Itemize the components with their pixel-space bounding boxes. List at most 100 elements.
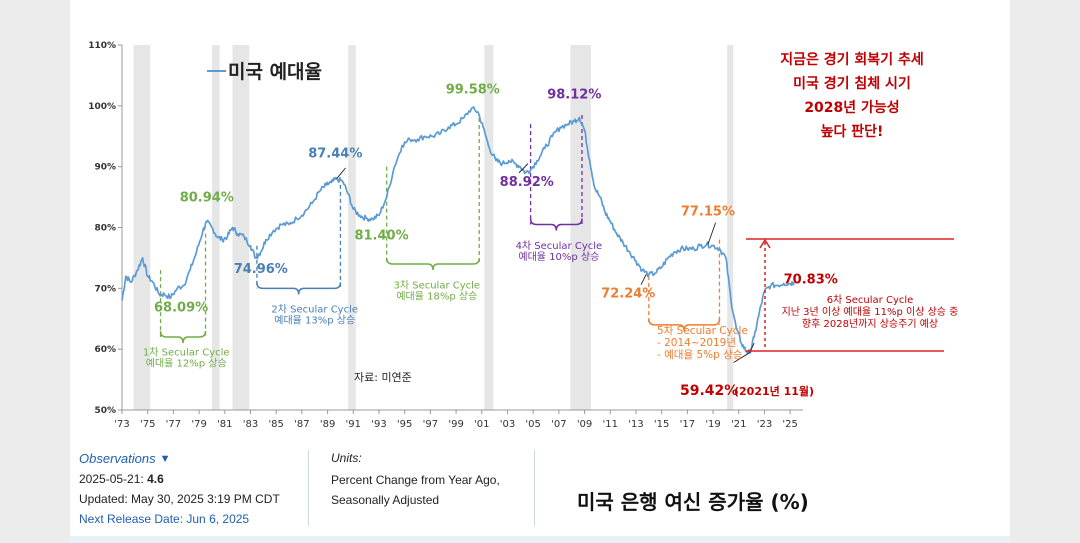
- right-margin: [1010, 0, 1080, 543]
- footer-title: 미국 은행 여신 증가율 (%): [577, 490, 809, 514]
- x-tick-label: '87: [294, 419, 309, 430]
- source-note: 자료: 미연준: [354, 371, 412, 384]
- x-axis-ticks: '73 '75 '77 '79 '81 '83 '85 '87 '89 '91 '93 '95 '97 '…: [114, 410, 798, 430]
- units-title: Units:: [331, 451, 362, 465]
- x-tick-label: '19: [705, 419, 720, 430]
- value-label: 70.83%: [784, 272, 838, 287]
- y-tick-label: 50%: [94, 406, 116, 416]
- y-tick-label: 70%: [94, 284, 116, 294]
- x-tick-label: '97: [423, 419, 438, 430]
- value-label: 77.15%: [681, 204, 735, 219]
- legend: 미국 예대율: [207, 61, 322, 83]
- legend-label: 미국 예대율: [228, 61, 322, 83]
- cycle-guides: [159, 114, 721, 344]
- x-tick-label: '13: [628, 419, 643, 430]
- observations-title[interactable]: Observations: [79, 451, 156, 466]
- y-tick-label: 80%: [94, 224, 116, 234]
- recession-band: [484, 45, 494, 410]
- x-tick-label: '25: [782, 419, 797, 430]
- y-axis-ticks: 50% 60% 70% 80% 90% 100% 110%: [88, 41, 122, 416]
- forecast-note-line-2: 미국 경기 침체 시기: [793, 75, 911, 92]
- recession-band: [211, 45, 220, 410]
- observation-value: 4.6: [147, 472, 164, 486]
- cycle-brace: [385, 257, 480, 271]
- units-section: Units: Percent Change from Year Ago, Sea…: [331, 451, 500, 507]
- recession-bands: [133, 45, 734, 410]
- value-annotations: 80.94% 68.09% 74.96% 87.44% 81.40% 99.58% 88.9…: [143, 83, 838, 370]
- forecast-note-line-3: 2028년 가능성: [804, 100, 899, 116]
- cycle-6-line-2: 향후 2028년까지 상승주기 예상: [802, 318, 938, 330]
- annotation-connector: [733, 352, 750, 363]
- cycle-desc: 예대율 18%p 상승: [396, 290, 477, 302]
- forecast-note: 지금은 경기 회복기 추세 미국 경기 침체 시기 2028년 가능성 높다 판…: [780, 51, 923, 140]
- cycle-6-arrow-head: [759, 238, 771, 249]
- value-label: 99.58%: [446, 83, 500, 98]
- annotation-connector: [336, 167, 346, 180]
- cycle-6-bracket: [746, 238, 954, 352]
- chevron-down-icon[interactable]: ▼: [159, 452, 171, 465]
- left-margin: [0, 0, 70, 543]
- cycle-desc: 예대율 12%p 상승: [146, 357, 227, 369]
- value-label: 87.44%: [308, 147, 362, 162]
- value-label: 81.40%: [354, 229, 408, 244]
- cycle-desc: 예대율 10%p 상승: [518, 251, 599, 263]
- recession-band: [348, 45, 356, 410]
- cycle-name: 2차 Secular Cycle: [271, 304, 358, 316]
- x-tick-label: '77: [166, 419, 181, 430]
- cycle-5-label: 5차 Secular Cycle - 2014~2019년 - 예대율 5%p …: [657, 325, 748, 361]
- value-label: 68.09%: [154, 300, 208, 315]
- cycle-6-name: 6차 Secular Cycle: [827, 294, 914, 306]
- cycle-6-label: 6차 Secular Cycle 지난 3년 이상 예대율 11%p 이상 상승…: [782, 294, 959, 330]
- units-line-1: Percent Change from Year Ago,: [331, 473, 500, 487]
- updated-text: Updated: May 30, 2025 3:19 PM CDT: [79, 492, 280, 506]
- x-tick-label: '09: [577, 419, 592, 430]
- value-label: 72.24%: [601, 286, 655, 301]
- annotation-connector: [707, 222, 717, 245]
- cycle-5-line-1: - 2014~2019년: [657, 337, 736, 349]
- x-tick-label: '07: [551, 419, 566, 430]
- chart-card: [70, 0, 1010, 543]
- recession-band: [133, 45, 151, 410]
- y-tick-label: 100%: [88, 102, 116, 112]
- recession-band: [232, 45, 250, 410]
- units-line-2: Seasonally Adjusted: [331, 493, 440, 507]
- cycle-desc: 예대율 13%p 상승: [274, 315, 355, 327]
- cycle-6-line-1: 지난 3년 이상 예대율 11%p 이상 상승 중: [782, 306, 959, 318]
- next-release-link[interactable]: Next Release Date: Jun 6, 2025: [79, 512, 250, 526]
- value-label: 88.92%: [500, 175, 554, 190]
- value-label: 80.94%: [180, 190, 234, 205]
- x-tick-label: '23: [757, 419, 772, 430]
- x-tick-label: '17: [680, 419, 695, 430]
- forecast-note-line-1: 지금은 경기 회복기 추세: [780, 51, 923, 68]
- cycle-brace: [159, 330, 207, 344]
- low-value-label: 59.42%: [680, 383, 738, 399]
- x-tick-label: '79: [191, 419, 206, 430]
- x-tick-label: '93: [371, 419, 386, 430]
- cycle-name: 3차 Secular Cycle: [393, 279, 480, 291]
- cycle-5-name: 5차 Secular Cycle: [657, 325, 748, 337]
- x-tick-label: '91: [346, 419, 361, 430]
- cycle-5-line-2: - 예대율 5%p 상승: [657, 348, 743, 361]
- x-tick-label: '85: [268, 419, 283, 430]
- x-tick-label: '01: [474, 419, 489, 430]
- cycle-brace: [256, 282, 342, 295]
- loan-deposit-ratio-chart: 50%60%70%80%90%100%110% '73'75'77'79'81 '…: [88, 41, 959, 430]
- x-tick-label: '05: [525, 419, 540, 430]
- footer-band: [70, 536, 1010, 543]
- value-label: 98.12%: [547, 88, 601, 103]
- divider: [534, 450, 535, 526]
- observation-date: 2025-05-21:: [79, 472, 144, 486]
- cycle-brace: [529, 218, 583, 231]
- divider: [308, 450, 309, 526]
- x-tick-label: '89: [320, 419, 335, 430]
- series-line-path: [121, 106, 795, 355]
- series-line: [121, 106, 795, 355]
- y-tick-label: 110%: [88, 41, 116, 51]
- x-tick-label: '99: [448, 419, 463, 430]
- x-tick-label: '95: [397, 419, 412, 430]
- x-tick-label: '75: [140, 419, 155, 430]
- x-tick-label: '21: [731, 419, 746, 430]
- x-tick-label: '83: [243, 419, 258, 430]
- recession-band: [727, 45, 734, 410]
- x-tick-label: '73: [114, 419, 129, 430]
